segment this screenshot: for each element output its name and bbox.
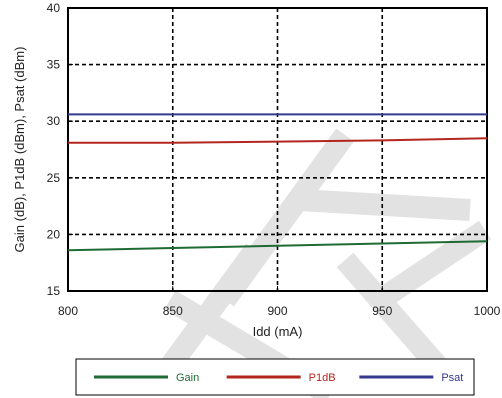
watermark [151, 128, 492, 398]
y-tick-label: 30 [47, 114, 61, 128]
series-line-gain [67, 240, 488, 252]
y-tick-label: 20 [47, 227, 61, 241]
y-tick-label: 15 [47, 284, 61, 298]
x-tick-label: 1000 [474, 304, 501, 318]
y-tick-label: 35 [47, 58, 61, 72]
legend-label-psat: Psat [441, 372, 463, 384]
y-axis-ticks: 15 20 25 30 35 40 [47, 1, 73, 298]
x-axis-ticks: 800 850 900 950 1000 [58, 286, 501, 318]
x-axis-label: Idd (mA) [253, 324, 303, 339]
x-tick-label: 800 [58, 304, 78, 318]
legend-label-gain: Gain [176, 372, 199, 384]
grid-lines [68, 8, 487, 291]
x-tick-label: 850 [163, 304, 183, 318]
y-tick-label: 25 [47, 171, 61, 185]
x-tick-label: 900 [267, 304, 287, 318]
y-axis-label: Gain (dB), P1dB (dBm), Psat (dBm) [12, 47, 27, 253]
x-tick-label: 950 [372, 304, 392, 318]
legend: Gain P1dB Psat [75, 358, 475, 396]
y-tick-label: 40 [47, 1, 61, 15]
series-lines [67, 113, 488, 252]
series-line-p1db [68, 137, 488, 144]
legend-label-p1db: P1dB [309, 372, 336, 384]
